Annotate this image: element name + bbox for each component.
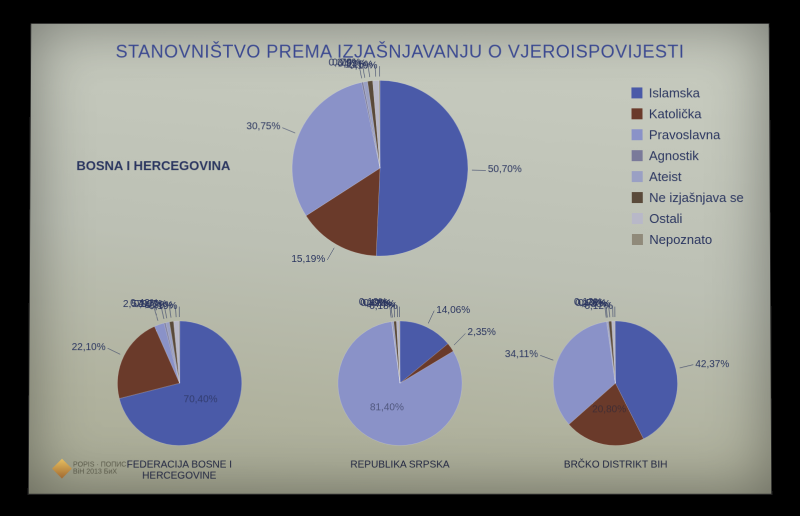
slice-label: 15,19% xyxy=(291,254,325,265)
callout-line xyxy=(540,355,553,360)
slice-label: 22,10% xyxy=(72,342,106,353)
callout-line xyxy=(428,311,434,324)
slice-label: 30,75% xyxy=(246,122,280,133)
slice-label: 0,12% xyxy=(584,301,612,312)
slice-label: 2,35% xyxy=(467,327,495,338)
slice-label: 42,37% xyxy=(695,359,729,370)
callout-line xyxy=(680,365,694,368)
projection-screen: STANOVNIŠTVO PREMA IZJAŠNJAVANJU O VJERO… xyxy=(28,23,773,495)
pie-slice xyxy=(376,80,468,256)
callout-line xyxy=(454,333,465,345)
chart-caption: BRČKO DISTRIKT BIH xyxy=(525,460,706,471)
slice-label: 70,40% xyxy=(184,394,218,405)
slice-label: 81,40% xyxy=(370,402,404,413)
logo-icon xyxy=(52,459,72,479)
callout-line xyxy=(327,248,334,260)
census-logo: POPIS · ПОПИСBiH 2013 БиХ xyxy=(55,462,127,476)
frame: STANOVNIŠTVO PREMA IZJAŠNJAVANJU O VJERO… xyxy=(0,0,800,516)
slice-label: 14,06% xyxy=(436,305,470,316)
slice-label: 0,19% xyxy=(149,301,177,312)
charts-canvas xyxy=(29,24,772,494)
slice-label: 20,80% xyxy=(592,405,626,416)
callout-line xyxy=(108,348,121,354)
slice-label: 50,70% xyxy=(488,164,522,175)
slice-label: 0,18% xyxy=(369,301,397,312)
slice-label: 0,19% xyxy=(349,60,377,71)
slice-label: 34,11% xyxy=(505,349,538,360)
chart-caption: REPUBLIKA SRPSKA xyxy=(310,460,491,471)
callout-line xyxy=(282,128,295,133)
logo-text: POPIS · ПОПИСBiH 2013 БиХ xyxy=(73,462,126,476)
